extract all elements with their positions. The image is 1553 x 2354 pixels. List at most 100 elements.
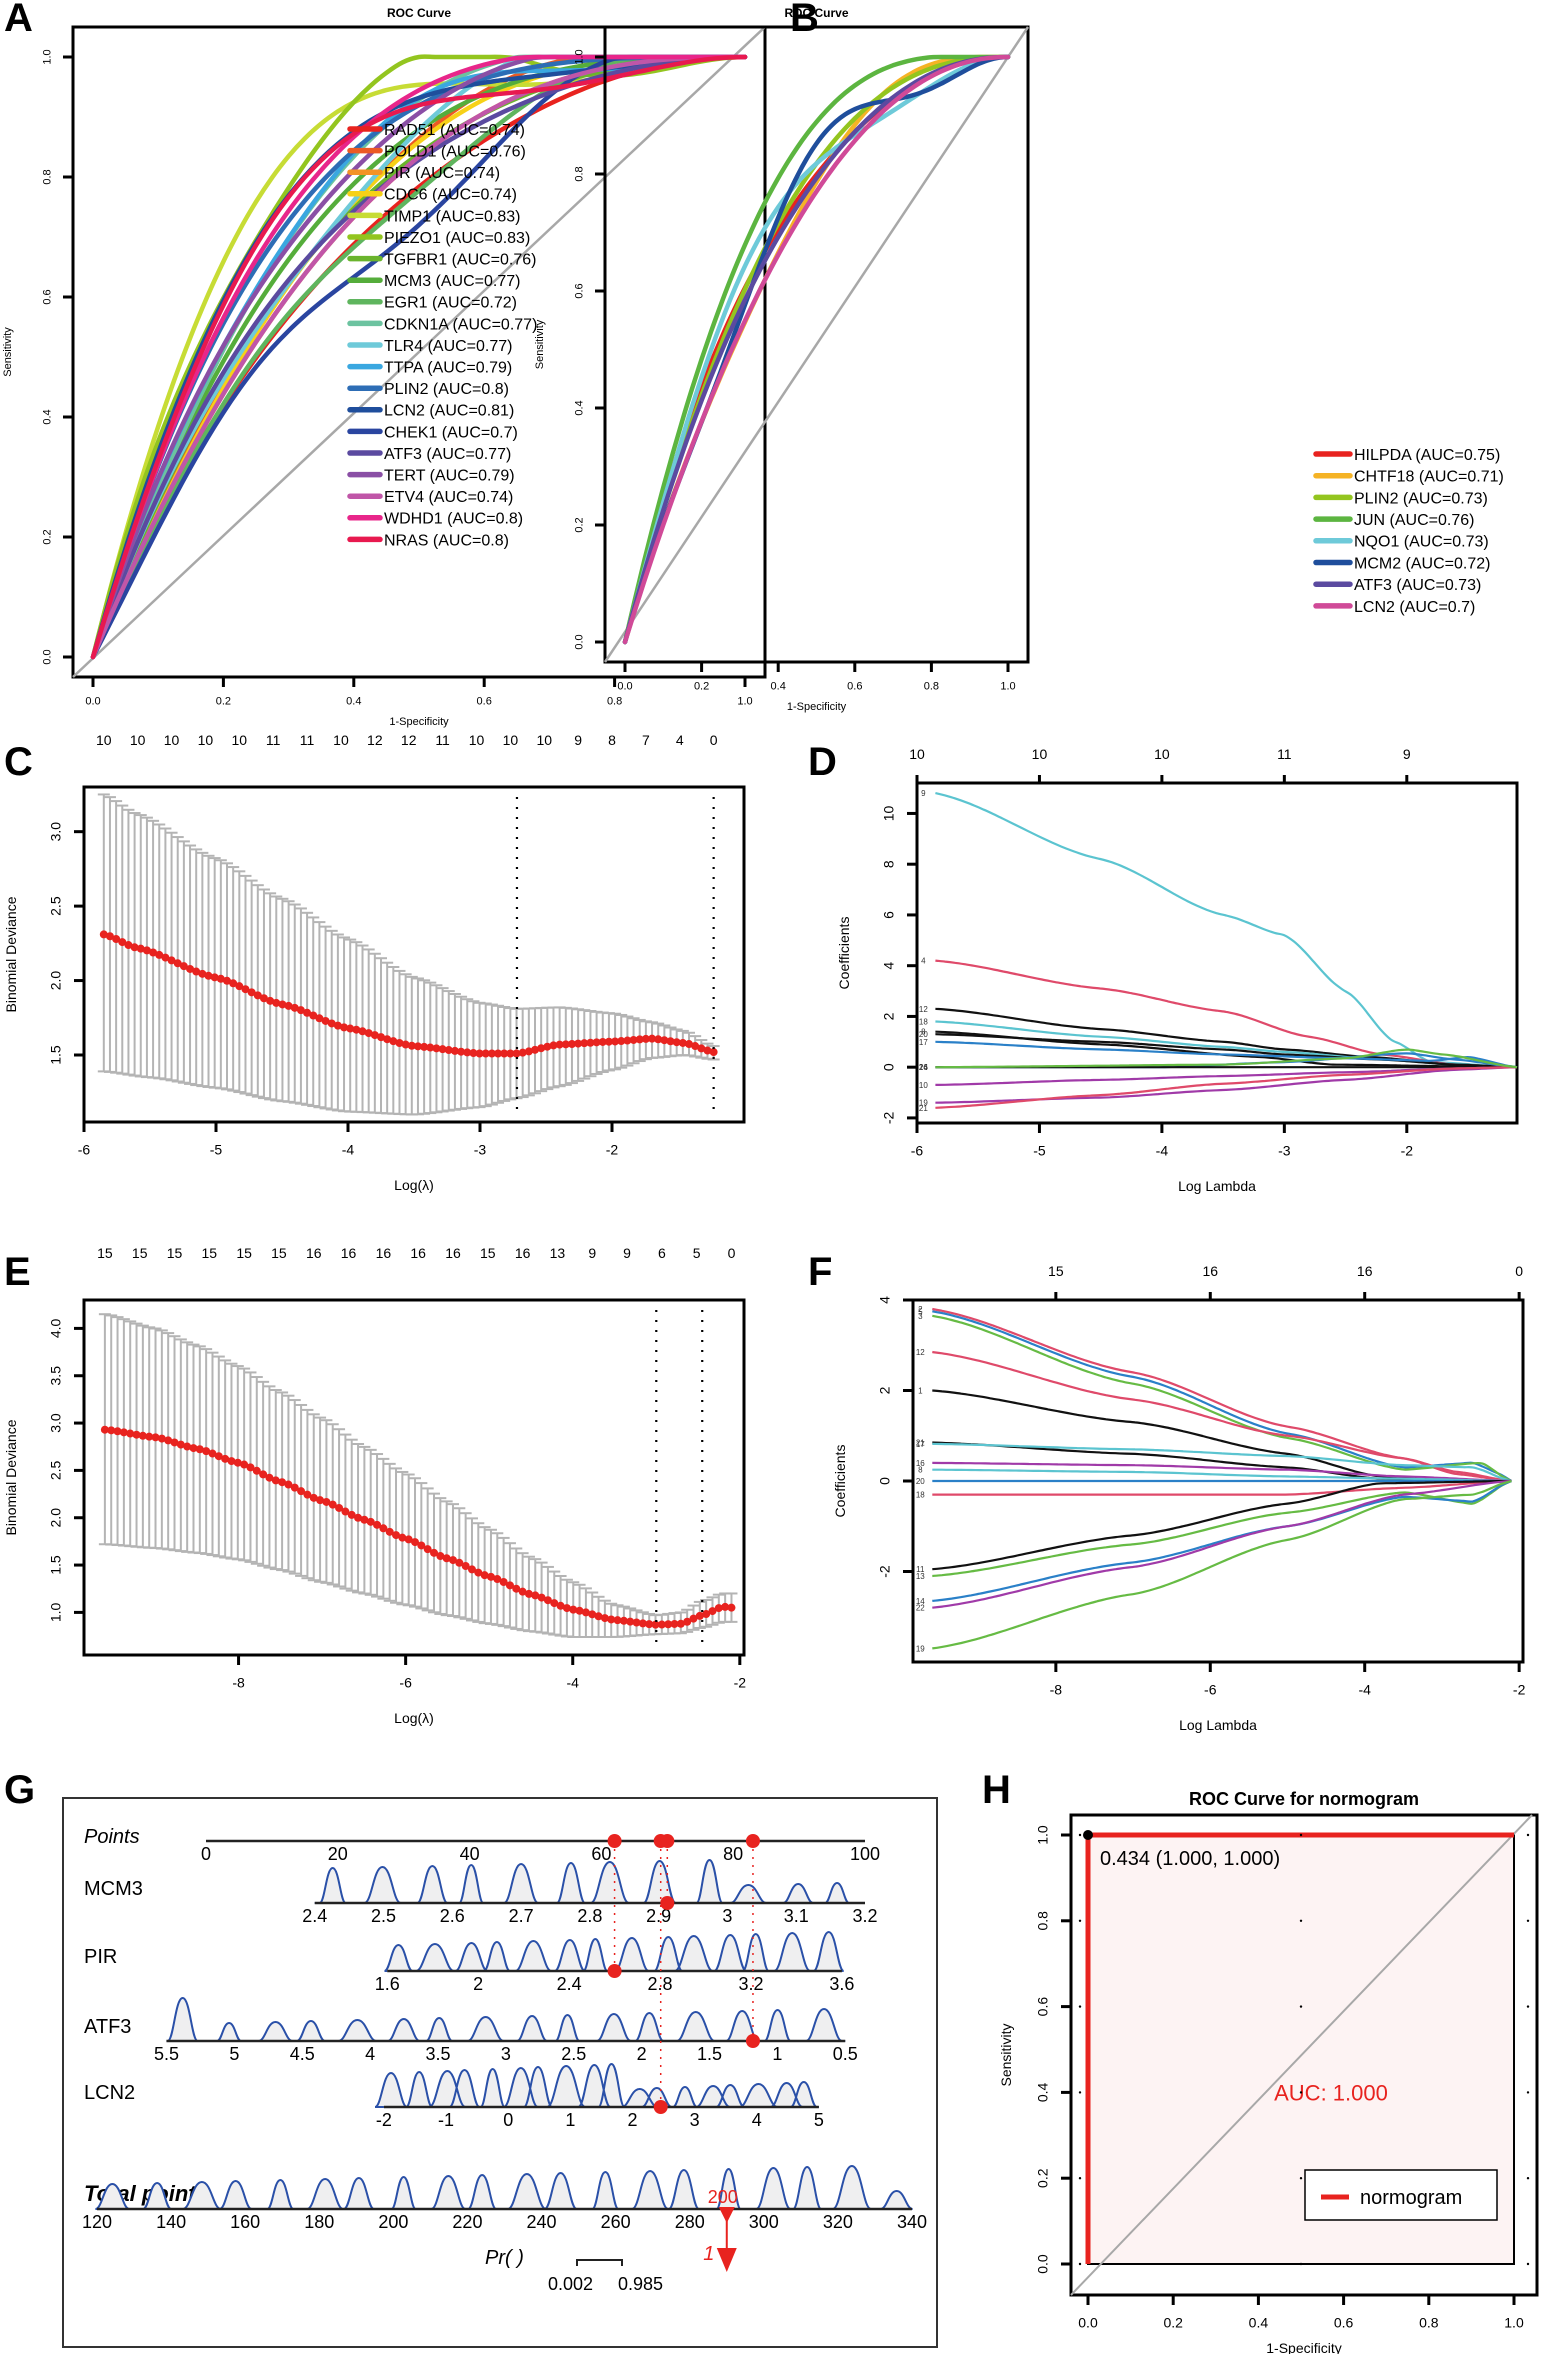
x-axis-label: Log Lambda — [1178, 1178, 1256, 1194]
mean-deviance-point — [562, 1604, 571, 1613]
mean-deviance-point — [132, 1430, 141, 1439]
variable-marker — [607, 1964, 622, 1978]
x-tick-label: 0.8 — [607, 696, 622, 708]
y-tick-label: 0.4 — [42, 409, 54, 424]
nomogram-row-lcn2-tick-label: -2 — [376, 2110, 392, 2130]
x-tick-label: 0.6 — [847, 681, 862, 693]
top-axis-label: 15 — [1048, 1263, 1064, 1279]
mean-deviance-point — [689, 1614, 698, 1623]
chart-title: ROC Curve — [784, 6, 848, 20]
x-axis-label: 1-Specificity — [389, 716, 449, 728]
top-count-label: 6 — [658, 1245, 666, 1261]
mean-deviance-point — [430, 1548, 438, 1557]
coef-path-label: 17 — [916, 1440, 925, 1449]
grid-dot — [1526, 2091, 1530, 2094]
mean-deviance-point — [666, 1037, 675, 1046]
mean-deviance-point — [216, 974, 225, 983]
mean-deviance-point — [702, 1610, 711, 1619]
legend-entry-piezo1: PIEZO1 (AUC=0.83) — [384, 230, 530, 247]
coef-path-3 — [932, 1314, 1512, 1482]
cv-chart-e: -8 -6 -4 -2 1.0 1.5 2.0 2.5 3.0 3.5 4.0 Log(λ) Binom… — [3, 1245, 746, 1726]
mean-deviance-point — [290, 1003, 299, 1012]
top-count-label: 10 — [96, 732, 112, 748]
mean-deviance-point — [664, 1620, 673, 1629]
nomogram-frame — [62, 1797, 938, 2348]
coef-path-label: 8 — [918, 1466, 923, 1475]
nomogram-row-mcm3-tick-label: 2.7 — [509, 1906, 534, 1926]
mean-deviance-point — [173, 959, 182, 968]
chart-legend: normogram — [1304, 2169, 1498, 2221]
grid-dot — [1526, 2262, 1530, 2266]
nomogram-row-pir-tick-label: 2 — [473, 1974, 483, 1994]
coef-path-label: 17 — [919, 1038, 928, 1047]
y-tick-label: 0.0 — [574, 634, 586, 649]
legend-entry-hilpda: HILPDA (AUC=0.75) — [1354, 447, 1500, 464]
y-axis-label: Sensitivity — [534, 319, 546, 369]
panel-label-c: C — [4, 740, 33, 784]
panel-label-d: D — [808, 740, 837, 784]
mean-deviance-point — [296, 1006, 305, 1015]
mean-deviance-point — [189, 1444, 198, 1453]
top-count-label: 9 — [574, 732, 582, 748]
legend-entry-atf3: ATF3 (AUC=0.73) — [1354, 577, 1481, 594]
mean-deviance-point — [316, 1496, 325, 1505]
top-count-label: 0 — [710, 732, 718, 748]
y-tick-label: 10 — [880, 805, 896, 821]
roc-chart-b: 0.0 0.2 0.4 0.6 0.8 1.0 0.0 0.2 0.4 0.6 0.8 1.0 1-Sp… — [534, 6, 1504, 713]
x-axis-label: Log(λ) — [394, 1710, 434, 1726]
nomogram-row-atf3-tick-label: 5.5 — [154, 2044, 179, 2064]
top-count-label: 11 — [300, 732, 315, 748]
nomogram-row-total-points-tick-label: 300 — [749, 2212, 779, 2232]
mean-deviance-point — [198, 969, 207, 978]
top-count-label: 13 — [550, 1245, 566, 1261]
nomogram-row-pir-tick-label: 2.8 — [648, 1974, 673, 1994]
mean-deviance-point — [670, 1619, 679, 1628]
grid-dot — [1078, 2262, 1082, 2266]
mean-deviance-point — [379, 1524, 388, 1533]
nomogram-row-total-points-tick-label: 340 — [897, 2212, 927, 2232]
y-tick-label: 0.8 — [1034, 1911, 1050, 1931]
mean-deviance-point — [145, 1432, 154, 1441]
top-count-label: 16 — [515, 1245, 531, 1261]
probability-label: Pr( ) — [485, 2247, 524, 2269]
mean-deviance-point — [683, 1617, 692, 1626]
mean-deviance-point — [469, 1049, 478, 1058]
mean-deviance-point — [347, 1510, 356, 1519]
y-tick-label: 0 — [880, 1063, 896, 1071]
mean-deviance-point — [246, 1463, 255, 1472]
mean-deviance-point — [442, 1554, 451, 1563]
mean-deviance-point — [223, 976, 231, 985]
mean-deviance-point — [105, 932, 114, 941]
y-tick-label: 3.5 — [47, 1366, 63, 1386]
coef-path-label: 16 — [916, 1459, 925, 1468]
mean-deviance-point — [444, 1046, 453, 1055]
coef-path-14 — [932, 1479, 1512, 1602]
nomogram-row-mcm3-tick-label: 2.5 — [371, 1906, 396, 1926]
x-tick-label: 0.6 — [1334, 2314, 1354, 2330]
mean-deviance-point — [592, 1038, 601, 1047]
y-tick-label: 8 — [880, 860, 896, 868]
nomogram-row-lcn2-tick-label: 1 — [565, 2110, 575, 2130]
y-axis-label: Binomial Deviance — [3, 896, 19, 1012]
legend-entry-jun: JUN (AUC=0.76) — [1354, 512, 1474, 529]
top-count-label: 12 — [367, 732, 383, 748]
top-count-label: 11 — [435, 732, 450, 748]
coef-path-11 — [932, 1479, 1512, 1571]
mean-deviance-point — [252, 1466, 261, 1475]
x-tick-label: 0.0 — [85, 696, 100, 708]
y-axis-label: Coefficients — [832, 1445, 848, 1518]
probability-scale-left: 0.002 — [548, 2274, 593, 2294]
mean-deviance-point — [450, 1046, 459, 1055]
y-tick-label: 1.5 — [47, 1045, 63, 1065]
coef-path-label: 1 — [918, 1387, 923, 1396]
coef-path-label: 14 — [916, 1597, 925, 1606]
mean-deviance-point — [623, 1036, 632, 1045]
y-tick-label: -2 — [880, 1111, 896, 1124]
x-tick-label: -6 — [78, 1141, 91, 1157]
nomogram-row-lcn2-tick-label: 2 — [627, 2110, 637, 2130]
mean-deviance-point — [524, 1589, 533, 1598]
top-count-label: 10 — [503, 732, 519, 748]
mean-deviance-point — [581, 1608, 590, 1617]
top-count-label: 16 — [341, 1245, 357, 1261]
